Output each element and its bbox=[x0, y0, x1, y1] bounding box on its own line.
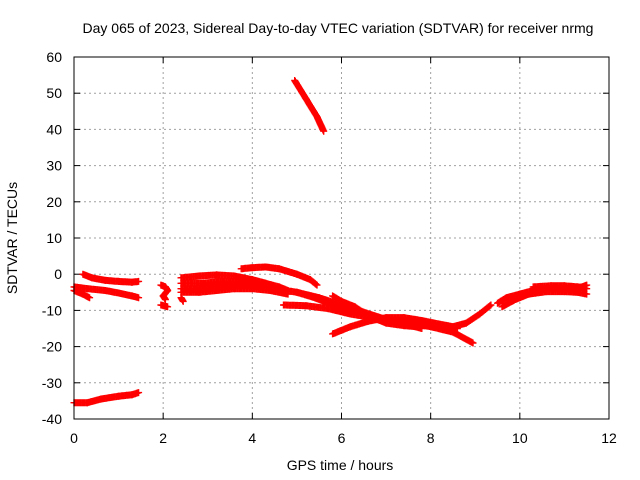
y-tick-label: 20 bbox=[46, 194, 62, 210]
data-point bbox=[469, 339, 477, 347]
y-tick-label: -10 bbox=[42, 302, 62, 318]
y-tick-label: 10 bbox=[46, 230, 62, 246]
data-series bbox=[329, 292, 421, 331]
data-point bbox=[313, 281, 321, 289]
y-tick-label: 60 bbox=[46, 49, 62, 65]
data-series bbox=[157, 301, 172, 311]
data-point bbox=[583, 285, 591, 293]
x-tick-label: 0 bbox=[70, 430, 78, 446]
x-axis-label: GPS time / hours bbox=[287, 457, 394, 473]
grid bbox=[73, 56, 610, 420]
x-tick-label: 10 bbox=[512, 430, 528, 446]
data-point bbox=[161, 296, 169, 303]
data-series bbox=[329, 301, 495, 338]
data-point bbox=[135, 389, 143, 397]
data-series bbox=[70, 283, 143, 302]
data-point bbox=[284, 290, 292, 298]
data-series bbox=[177, 285, 292, 298]
x-tick-label: 2 bbox=[159, 430, 167, 446]
y-tick-label: 30 bbox=[46, 158, 62, 174]
data-series bbox=[529, 282, 591, 293]
x-tick-label: 8 bbox=[427, 430, 435, 446]
data-series bbox=[177, 294, 187, 305]
data-point bbox=[86, 294, 94, 302]
y-axis-label: SDTVAR / TECUs bbox=[4, 182, 20, 294]
x-tick-label: 6 bbox=[338, 430, 346, 446]
plot-frame bbox=[73, 56, 610, 420]
data-point bbox=[179, 297, 187, 305]
data-series bbox=[70, 389, 143, 407]
data-series bbox=[79, 270, 143, 286]
data-point bbox=[320, 127, 328, 135]
x-tick-label: 4 bbox=[248, 430, 256, 446]
y-tick-label: 0 bbox=[54, 266, 62, 282]
data-point bbox=[164, 303, 172, 311]
data-point bbox=[487, 301, 495, 309]
data-point bbox=[135, 294, 143, 302]
y-tick-label: -20 bbox=[42, 339, 62, 355]
y-tick-label: -30 bbox=[42, 375, 62, 391]
data-points bbox=[70, 77, 591, 407]
data-point bbox=[413, 323, 421, 331]
y-tick-label: -40 bbox=[42, 411, 62, 427]
x-tick-label: 12 bbox=[601, 430, 617, 446]
y-tick-label: 50 bbox=[46, 85, 62, 101]
data-point bbox=[135, 277, 143, 285]
tick-labels: -40 -30 -20 -10 0 10 20 30 40 50 60 0 2 4 6 8 10 12 bbox=[42, 49, 617, 446]
data-series bbox=[498, 288, 591, 311]
data-series bbox=[237, 263, 321, 289]
data-series bbox=[157, 281, 172, 303]
y-tick-label: 40 bbox=[46, 121, 62, 137]
data-series bbox=[291, 77, 328, 135]
data-series bbox=[70, 287, 94, 302]
chart-title: Day 065 of 2023, Sidereal Day-to-day VTE… bbox=[83, 20, 594, 36]
